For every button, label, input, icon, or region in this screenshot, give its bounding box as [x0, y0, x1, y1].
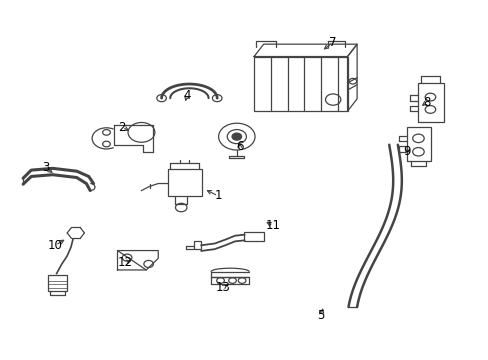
Text: 13: 13 [215, 281, 230, 294]
Bar [244, 232, 263, 241]
Bar [417, 83, 444, 122]
Bar [407, 127, 430, 161]
Bar [254, 57, 347, 111]
Text: 5: 5 [317, 309, 324, 322]
Text: 1: 1 [214, 189, 222, 202]
Bar [194, 241, 201, 249]
Text: 7: 7 [329, 36, 336, 49]
Text: 9: 9 [403, 145, 410, 158]
Text: 10: 10 [48, 239, 62, 252]
Text: 8: 8 [422, 96, 429, 109]
Text: 2: 2 [118, 121, 126, 134]
Text: 3: 3 [42, 161, 49, 174]
Bar [167, 170, 202, 196]
Bar [48, 275, 67, 291]
Circle shape [232, 133, 241, 140]
Text: 11: 11 [265, 219, 280, 232]
Text: 12: 12 [117, 256, 132, 269]
Text: 6: 6 [236, 140, 243, 153]
Text: 4: 4 [183, 89, 190, 102]
